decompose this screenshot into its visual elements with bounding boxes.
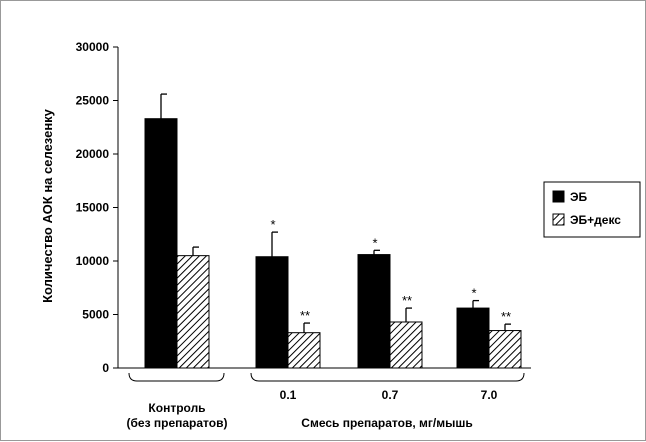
x-tick-label: 7.0 xyxy=(481,388,498,402)
y-axis-label: Количество АОК на селезенку xyxy=(40,108,55,303)
bar xyxy=(176,255,210,369)
y-tick-label: 0 xyxy=(102,361,109,375)
group-label-control-sub: (без препаратов) xyxy=(127,416,228,430)
bar xyxy=(255,256,289,369)
significance-mark: * xyxy=(471,286,476,301)
legend-entry-eb-deks: ЭБ+декс xyxy=(570,213,621,227)
legend: ЭБ ЭБ+декс xyxy=(543,181,641,238)
group-brackets xyxy=(128,372,525,382)
significance-marks: ********* xyxy=(270,217,511,324)
legend-entry-eb: ЭБ xyxy=(570,190,588,204)
x-tick-label: 0.1 xyxy=(280,388,297,402)
x-axis-label: Смесь препаратов, мг/мышь xyxy=(301,416,472,430)
significance-mark: ** xyxy=(402,293,412,308)
significance-mark: ** xyxy=(300,308,310,323)
bar xyxy=(287,332,321,369)
bar xyxy=(389,321,423,369)
group-bracket xyxy=(128,372,225,382)
group-label-control: Контроль xyxy=(148,401,205,415)
group-bracket xyxy=(250,372,525,382)
legend-box xyxy=(543,181,641,238)
bar xyxy=(144,118,178,369)
legend-swatch-eb xyxy=(552,190,565,203)
error-bars xyxy=(160,93,511,333)
legend-swatch-eb-deks xyxy=(552,213,565,226)
category-labels: 0.1 0.7 7.0 xyxy=(280,388,498,402)
x-tick-label: 0.7 xyxy=(382,388,399,402)
y-axis: 0 5000 10000 15000 20000 25000 30000 xyxy=(76,40,119,375)
bar xyxy=(488,330,522,369)
significance-mark: * xyxy=(372,235,377,250)
y-tick-label: 30000 xyxy=(76,40,110,54)
y-tick-label: 5000 xyxy=(82,308,109,322)
significance-mark: ** xyxy=(501,309,511,324)
group-labels: Контроль(без препаратов) Смесь препаратов… xyxy=(127,401,473,430)
bar xyxy=(357,254,391,369)
bars xyxy=(144,118,522,369)
significance-mark: * xyxy=(270,217,275,232)
bar xyxy=(456,307,490,369)
y-tick-label: 10000 xyxy=(76,254,110,268)
y-tick-label: 20000 xyxy=(76,147,110,161)
y-tick-label: 15000 xyxy=(76,201,110,215)
y-tick-label: 25000 xyxy=(76,94,110,108)
